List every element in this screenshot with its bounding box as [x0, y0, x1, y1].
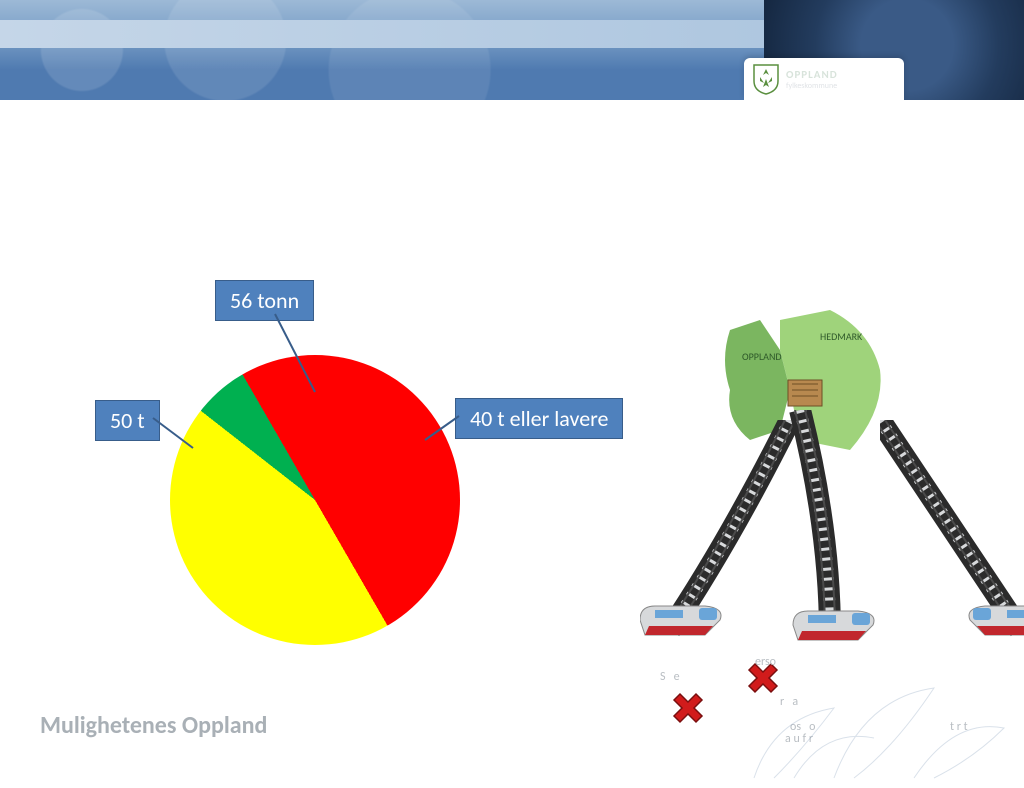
logo-tab: OPPLAND fylkeskommune — [744, 58, 904, 100]
callout-label: 50 t — [95, 400, 160, 441]
callout-label: 40 t eller lavere — [455, 398, 623, 439]
callout-50t: 50 t — [95, 400, 160, 441]
shield-icon — [752, 63, 780, 95]
pie-body — [170, 355, 460, 645]
x-mark-icon — [670, 690, 706, 726]
footer-leaf-icon — [714, 628, 1014, 788]
slide-header: OPPLAND fylkeskommune — [0, 0, 1024, 100]
slide-content: 56 tonn 50 t 40 t eller lavere OPPLAND H… — [0, 100, 1024, 768]
logo-text: OPPLAND fylkeskommune — [786, 68, 838, 91]
footer-tagline: Mulighetenes Oppland — [40, 711, 267, 740]
pie-chart — [170, 355, 460, 645]
faint-label: S e — [660, 670, 680, 684]
callout-40t: 40 t eller lavere — [455, 398, 623, 439]
callout-56tonn: 56 tonn — [215, 280, 314, 321]
map-label-right: HEDMARK — [820, 330, 863, 343]
track-2 — [770, 410, 890, 650]
track-3 — [880, 420, 1024, 650]
map-label-left: OPPLAND — [742, 350, 782, 363]
